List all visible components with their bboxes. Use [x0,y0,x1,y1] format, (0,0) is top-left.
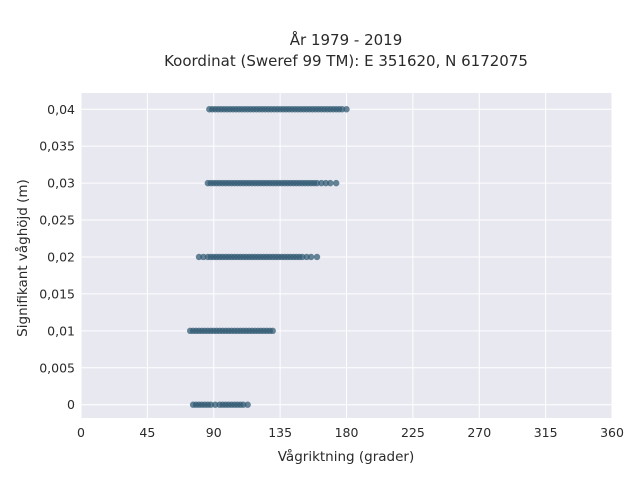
x-tick-label: 45 [139,425,155,440]
y-tick-label: 0,02 [47,249,75,264]
x-tick-label: 360 [600,425,624,440]
data-point [332,179,340,187]
data-point [200,253,207,261]
x-tick-label: 270 [467,425,491,440]
x-tick-label: 180 [335,425,359,440]
y-axis-ticks: 0 0,005 0,01 0,015 0,02 0,025 0,03 0,035 0,04 [39,102,75,412]
data-point [207,401,214,408]
data-point [307,253,315,261]
y-tick-label: 0,035 [39,139,75,154]
data-point [244,401,251,408]
data-point [303,253,310,261]
x-tick-label: 315 [534,425,558,440]
data-point [338,106,346,113]
y-tick-label: 0,005 [39,360,75,375]
y-tick-label: 0,01 [47,323,75,338]
x-tick-label: 90 [206,425,222,440]
data-point [212,401,219,408]
data-point [313,253,321,261]
y-tick-label: 0,015 [39,286,75,301]
data-point [195,253,203,261]
x-tick-label: 0 [77,425,85,440]
y-tick-label: 0,03 [47,176,75,191]
chart-title-line2: Koordinat (Sweref 99 TM): E 351620, N 61… [164,52,528,70]
data-point [327,179,334,187]
data-point [240,401,247,408]
data-point [313,179,321,187]
data-point [343,106,350,113]
grid-lines [80,93,613,418]
data-points [186,106,350,408]
y-tick-label: 0,025 [39,213,75,228]
x-tick-label: 135 [268,425,292,440]
y-tick-label: 0,04 [47,102,75,117]
data-point [299,253,306,261]
chart-title-line1: År 1979 - 2019 [290,30,403,49]
y-axis-title: Signifikant våghöjd (m) [14,179,31,337]
data-point [269,327,276,335]
y-tick-label: 0 [67,397,75,412]
data-point [322,179,330,187]
data-point [318,179,325,187]
x-tick-label: 225 [401,425,425,440]
x-axis-title: Vågriktning (grader) [278,448,415,465]
x-axis-ticks: 0 45 90 135 180 225 270 315 360 [77,425,624,440]
